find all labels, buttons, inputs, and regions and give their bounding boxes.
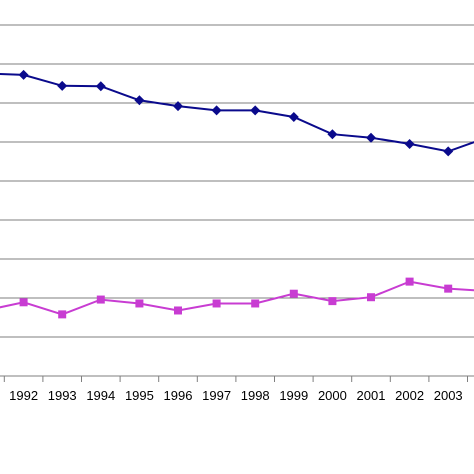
data-point-square bbox=[289, 289, 298, 298]
data-point-square bbox=[367, 293, 375, 302]
data-point-square bbox=[19, 298, 28, 307]
data-point-square bbox=[96, 295, 105, 304]
x-tick-label: 1999 bbox=[279, 388, 308, 403]
data-point-diamond bbox=[366, 132, 376, 143]
series-2-line bbox=[0, 280, 474, 316]
data-point-diamond bbox=[211, 105, 222, 116]
data-point-diamond bbox=[18, 69, 29, 80]
x-tick-label: 2002 bbox=[395, 388, 424, 403]
x-tick-label: 1994 bbox=[86, 388, 115, 403]
data-point-square bbox=[251, 299, 260, 308]
series-group bbox=[0, 69, 474, 319]
x-tick-label: 1993 bbox=[48, 388, 77, 403]
data-point-diamond bbox=[250, 105, 261, 116]
data-point-diamond bbox=[404, 138, 415, 149]
data-point-square bbox=[174, 306, 182, 315]
x-tick-label: 1995 bbox=[125, 388, 154, 403]
data-point-diamond bbox=[327, 129, 338, 140]
gridlines bbox=[0, 24, 474, 338]
x-tick-label: 1996 bbox=[164, 388, 193, 403]
x-tick-label: 1998 bbox=[241, 388, 270, 403]
x-tick-labels: 1992 1993 1994 1995 1996 1997 1998 1999 2000 2001… bbox=[9, 388, 463, 403]
data-point-square bbox=[328, 297, 337, 306]
data-point-square bbox=[444, 284, 453, 293]
x-tick-label: 2000 bbox=[318, 388, 347, 403]
x-tick-label: 2003 bbox=[434, 388, 463, 403]
data-point-square bbox=[212, 299, 221, 308]
data-point-diamond bbox=[134, 95, 145, 106]
data-point-diamond bbox=[173, 101, 183, 112]
data-point-square bbox=[135, 299, 144, 308]
x-tick-label: 2001 bbox=[357, 388, 386, 403]
series-2 bbox=[0, 277, 474, 319]
data-point-square bbox=[405, 277, 414, 286]
x-tick-label: 1997 bbox=[202, 388, 231, 403]
x-tick-label: 1992 bbox=[9, 388, 38, 403]
data-point-diamond bbox=[443, 146, 454, 157]
series-1 bbox=[0, 69, 474, 157]
series-1-line bbox=[0, 72, 474, 153]
data-point-diamond bbox=[95, 81, 106, 92]
data-point-diamond bbox=[288, 112, 299, 123]
data-point-square bbox=[58, 310, 67, 319]
data-point-diamond bbox=[57, 80, 68, 91]
x-axis bbox=[0, 375, 474, 382]
